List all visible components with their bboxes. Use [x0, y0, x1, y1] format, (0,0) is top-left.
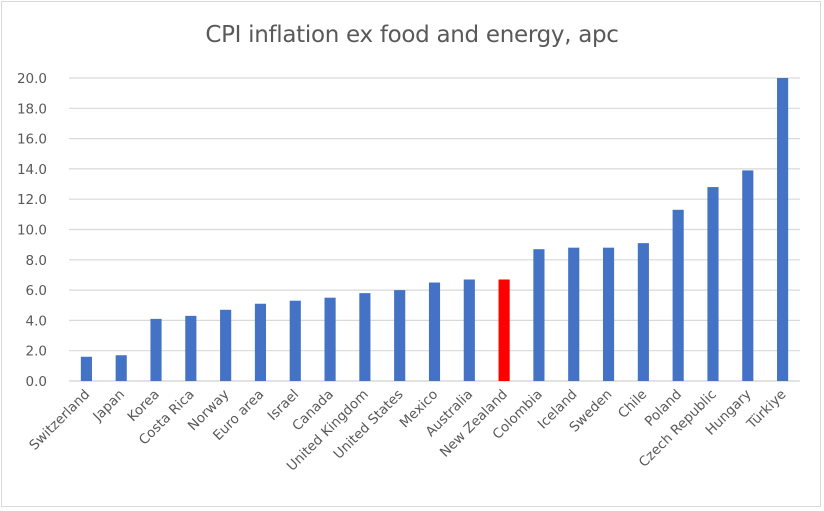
bar-israel [289, 300, 301, 381]
bar-colombia [533, 249, 545, 381]
y-tick-label: 6.0 [26, 283, 47, 299]
y-tick-label: 0.0 [26, 374, 47, 390]
bar-japan [115, 355, 127, 381]
bar-costa-rica [185, 315, 197, 381]
bar-canada [324, 297, 336, 381]
y-tick-label: 4.0 [26, 313, 47, 329]
y-tick-label: 2.0 [26, 344, 47, 360]
y-tick-label: 8.0 [26, 253, 47, 269]
y-tick-label: 20.0 [17, 71, 47, 87]
bar-united-states [394, 290, 406, 381]
y-tick-label: 16.0 [17, 132, 47, 148]
y-tick-label: 14.0 [17, 162, 47, 178]
y-tick-label: 10.0 [17, 223, 47, 239]
x-category-label: Switzerland [26, 387, 93, 454]
bar-mexico [428, 282, 441, 381]
bar-australia [463, 279, 475, 381]
bar-united-kingdom [359, 293, 371, 381]
chart-title: CPI inflation ex food and energy, apc [205, 22, 619, 48]
bar-euro-area [254, 303, 267, 381]
y-axis-tick-labels: 0.0 2.0 4.0 6.0 8.0 10.0 12.0 14.0 16.0 18.0 20.0 [17, 71, 47, 390]
bars [80, 78, 789, 381]
bar-new-zealand [498, 279, 510, 381]
bar-switzerland [80, 356, 92, 381]
bar-sweden [602, 247, 615, 381]
x-category-label: Japan [89, 387, 128, 426]
bar-norway [220, 309, 232, 381]
y-tick-label: 18.0 [17, 101, 47, 117]
y-tick-label: 12.0 [17, 192, 47, 208]
bar-poland [672, 209, 684, 381]
bar-iceland [568, 247, 580, 381]
bar-hungary [742, 170, 754, 381]
bar-czech-republic [707, 187, 719, 381]
bar-korea [150, 318, 162, 381]
bar-chile [637, 243, 649, 381]
bar-t-rkiye [777, 78, 789, 381]
